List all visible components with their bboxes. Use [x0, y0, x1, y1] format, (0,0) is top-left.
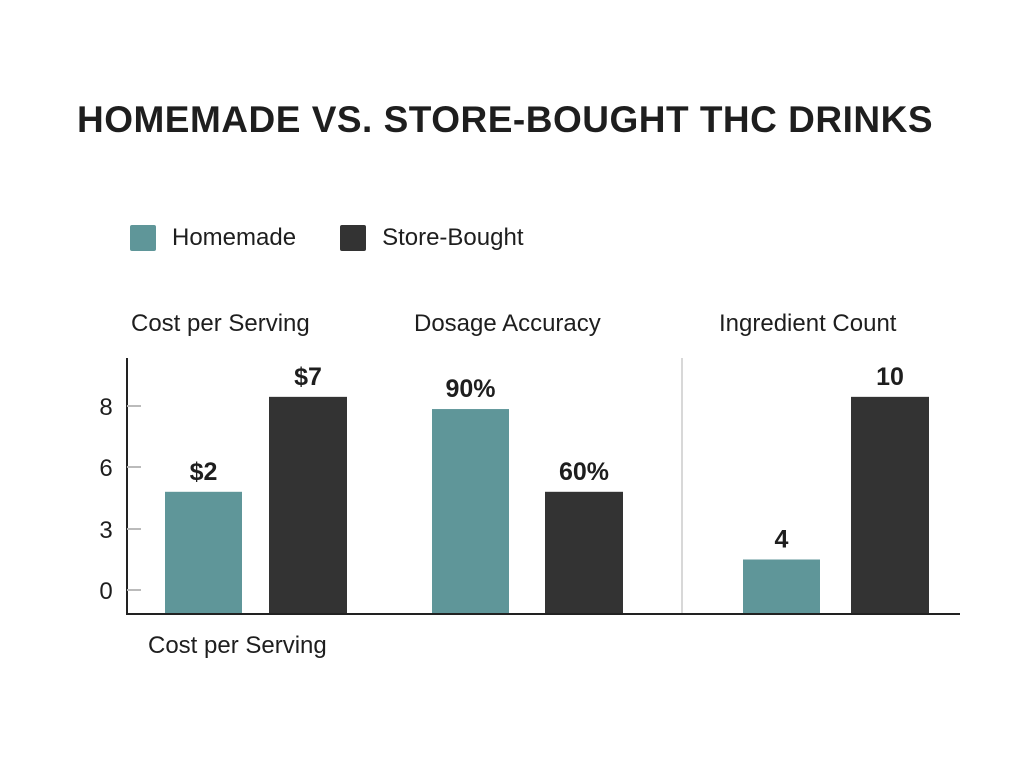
data-label: 90% — [445, 375, 495, 403]
y-tick-label: 0 — [99, 578, 112, 605]
data-label: $7 — [294, 363, 322, 391]
legend-item-homemade: Homemade — [130, 224, 296, 252]
bar-homemade-2 — [743, 559, 820, 614]
panel-title-ingredients: Ingredient Count — [719, 310, 897, 337]
y-tick-label: 6 — [99, 455, 112, 482]
data-label: 10 — [876, 363, 904, 391]
data-label: 60% — [559, 458, 609, 486]
y-tick-label: 8 — [99, 394, 112, 421]
legend-label-store-bought: Store-Bought — [382, 224, 524, 251]
bar-homemade-1 — [432, 409, 509, 614]
bar-store-bought-1 — [545, 491, 623, 614]
y-tick-label: 3 — [99, 517, 112, 544]
legend-label-homemade: Homemade — [172, 224, 297, 251]
panel-title-dosage: Dosage Accuracy — [414, 310, 601, 337]
legend-swatch-store-bought — [340, 225, 367, 251]
panel-title-cost: Cost per Serving — [131, 310, 310, 337]
legend-item-store-bought: Store-Bought — [340, 224, 523, 252]
bar-store-bought-2 — [851, 396, 929, 614]
x-axis-label: Cost per Serving — [148, 632, 327, 659]
legend-swatch-homemade — [130, 225, 156, 251]
bar-store-bought-0 — [269, 396, 347, 614]
data-label: $2 — [190, 458, 218, 486]
legend: Homemade Store-Bought — [130, 224, 567, 252]
chart-title: HOMEMADE VS. STORE-BOUGHT THC DRINKS — [76, 99, 933, 140]
bar-homemade-0 — [165, 491, 242, 614]
data-label: 4 — [775, 526, 789, 554]
